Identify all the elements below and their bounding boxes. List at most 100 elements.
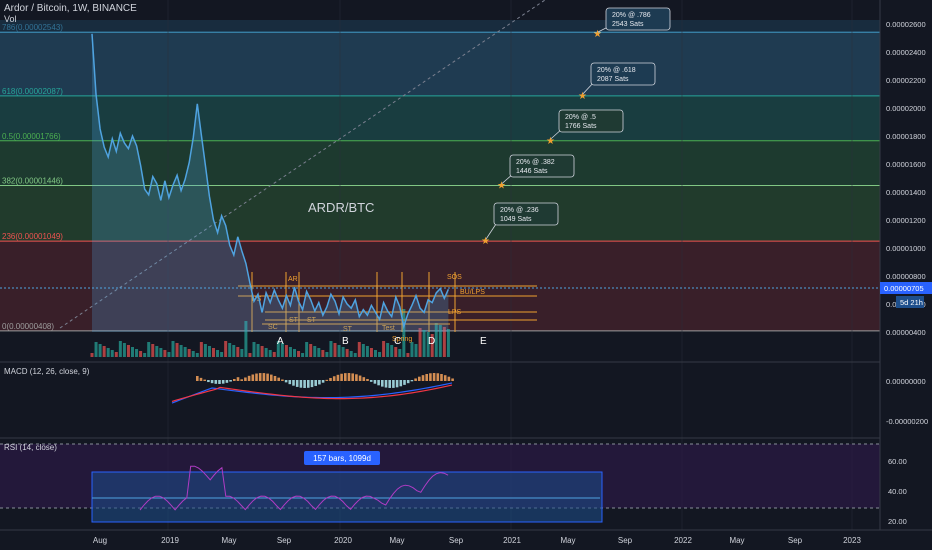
- volume-bar: [155, 346, 159, 357]
- volume-bar: [378, 352, 382, 357]
- price-tick: 0.00002200: [886, 76, 926, 85]
- macd-histogram-bar: [210, 380, 214, 384]
- volume-bar: [390, 345, 394, 357]
- macd-histogram-bar: [270, 374, 273, 381]
- price-tick: 0.00001600: [886, 160, 926, 169]
- volume-bar: [305, 342, 309, 357]
- macd-histogram-bar: [377, 380, 380, 386]
- time-tick: 2021: [503, 536, 521, 545]
- fib-zone: [0, 31, 880, 96]
- macd-histogram-bar: [447, 376, 451, 381]
- volume-bar: [349, 351, 353, 357]
- macd-histogram-bar: [203, 379, 206, 381]
- macd-histogram-bar: [425, 373, 428, 381]
- volume-bar: [171, 341, 175, 357]
- macd-histogram-bar: [392, 380, 395, 388]
- volume-bar: [386, 343, 390, 357]
- macd-histogram-bar: [225, 380, 229, 383]
- callout-line1: 20% @ .382: [516, 159, 555, 166]
- volume-bar: [232, 345, 236, 357]
- volume-bar: [394, 347, 398, 357]
- volume-bar: [131, 347, 134, 357]
- fib-label: 0(0.00000408): [2, 322, 54, 331]
- macd-histogram-bar: [366, 378, 369, 381]
- phase-label: D: [428, 336, 435, 347]
- macd-histogram-bar: [384, 380, 388, 388]
- macd-histogram-bar: [199, 377, 203, 381]
- volume-bar: [195, 353, 199, 357]
- wyckoff-label: ST: [307, 317, 317, 324]
- macd-histogram-bar: [251, 374, 255, 381]
- phase-label: B: [342, 336, 349, 347]
- volume-bar: [163, 350, 167, 357]
- macd-histogram-bar: [318, 380, 321, 385]
- wyckoff-label: PS: [252, 296, 262, 303]
- volume-bar: [329, 341, 333, 357]
- time-tick: Sep: [618, 536, 633, 545]
- volume-bar: [224, 341, 228, 357]
- volume-bar: [191, 351, 195, 357]
- macd-histogram-bar: [310, 380, 314, 388]
- macd-histogram-bar: [321, 380, 325, 383]
- fib-label: 618(0.00002087): [2, 87, 63, 96]
- signal-line: [171, 384, 453, 402]
- time-tick: May: [389, 536, 404, 545]
- time-tick: Sep: [788, 536, 803, 545]
- volume-bar: [207, 346, 211, 357]
- volume-bar: [135, 349, 139, 357]
- callout-line2: 2087 Sats: [597, 76, 629, 83]
- macd-histogram-bar: [410, 380, 414, 382]
- volume-bar: [199, 342, 203, 357]
- time-tick: Aug: [93, 536, 107, 545]
- wyckoff-label: LPS: [448, 309, 462, 316]
- volume-bar: [187, 349, 191, 357]
- volume-bar: [126, 345, 130, 357]
- macd-histogram-bar: [340, 373, 343, 381]
- volume-bar: [90, 353, 94, 357]
- macd-histogram-bar: [207, 380, 210, 383]
- macd-histogram-bar: [429, 373, 432, 381]
- date-range-badge: [304, 451, 380, 465]
- volume-bar: [167, 352, 171, 357]
- volume-bar: [430, 334, 434, 357]
- price-tick: 0.00002600: [886, 20, 926, 29]
- callout-box: [509, 154, 575, 178]
- macd-histogram-bar: [247, 375, 251, 381]
- volume-bar: [110, 350, 114, 357]
- volume-bar: [309, 344, 313, 357]
- macd-histogram-bar: [362, 377, 366, 381]
- fib-zone-top: [0, 20, 880, 32]
- price-area: [92, 33, 449, 333]
- volume-bar: [321, 350, 325, 357]
- macd-histogram-bar: [277, 377, 280, 381]
- callout-line2: 1446 Sats: [516, 168, 548, 175]
- macd-tick: 0.00000000: [886, 377, 926, 386]
- time-tick: 2019: [161, 536, 179, 545]
- callout-box: [493, 202, 559, 226]
- volume-bar: [106, 348, 110, 357]
- macd-histogram-bar: [196, 376, 199, 381]
- price-tick: 0.00002400: [886, 48, 926, 57]
- time-tick: 2022: [674, 536, 692, 545]
- callout-box: [590, 62, 656, 86]
- macd-histogram-bar: [255, 373, 258, 381]
- volume-bar: [179, 345, 183, 357]
- volume-bar: [446, 329, 450, 357]
- volume-bar: [369, 348, 373, 357]
- volume-bar: [216, 350, 220, 357]
- macd-histogram-bar: [355, 374, 358, 381]
- macd-histogram-bar: [329, 377, 332, 381]
- wyckoff-label: BU/LPS: [460, 289, 485, 296]
- callout-line1: 20% @ .786: [612, 12, 651, 19]
- time-axis: Aug 2019 May Sep 2020 May Sep 2021 May Sep 2022 May…: [0, 529, 932, 545]
- macd-histogram-bar: [406, 380, 410, 384]
- volume-bar: [406, 353, 410, 357]
- price-tick: 0.00001000: [886, 244, 926, 253]
- price-axis: 0.00002600 0.00002400 0.00002200 0.00002000…: [879, 0, 932, 530]
- chart-title: Ardor / Bitcoin, 1W, BINANCE: [4, 3, 137, 14]
- volume-bar: [434, 323, 438, 357]
- time-tick: Sep: [449, 536, 464, 545]
- volume-bar: [183, 347, 187, 357]
- fib-zone: [0, 140, 880, 186]
